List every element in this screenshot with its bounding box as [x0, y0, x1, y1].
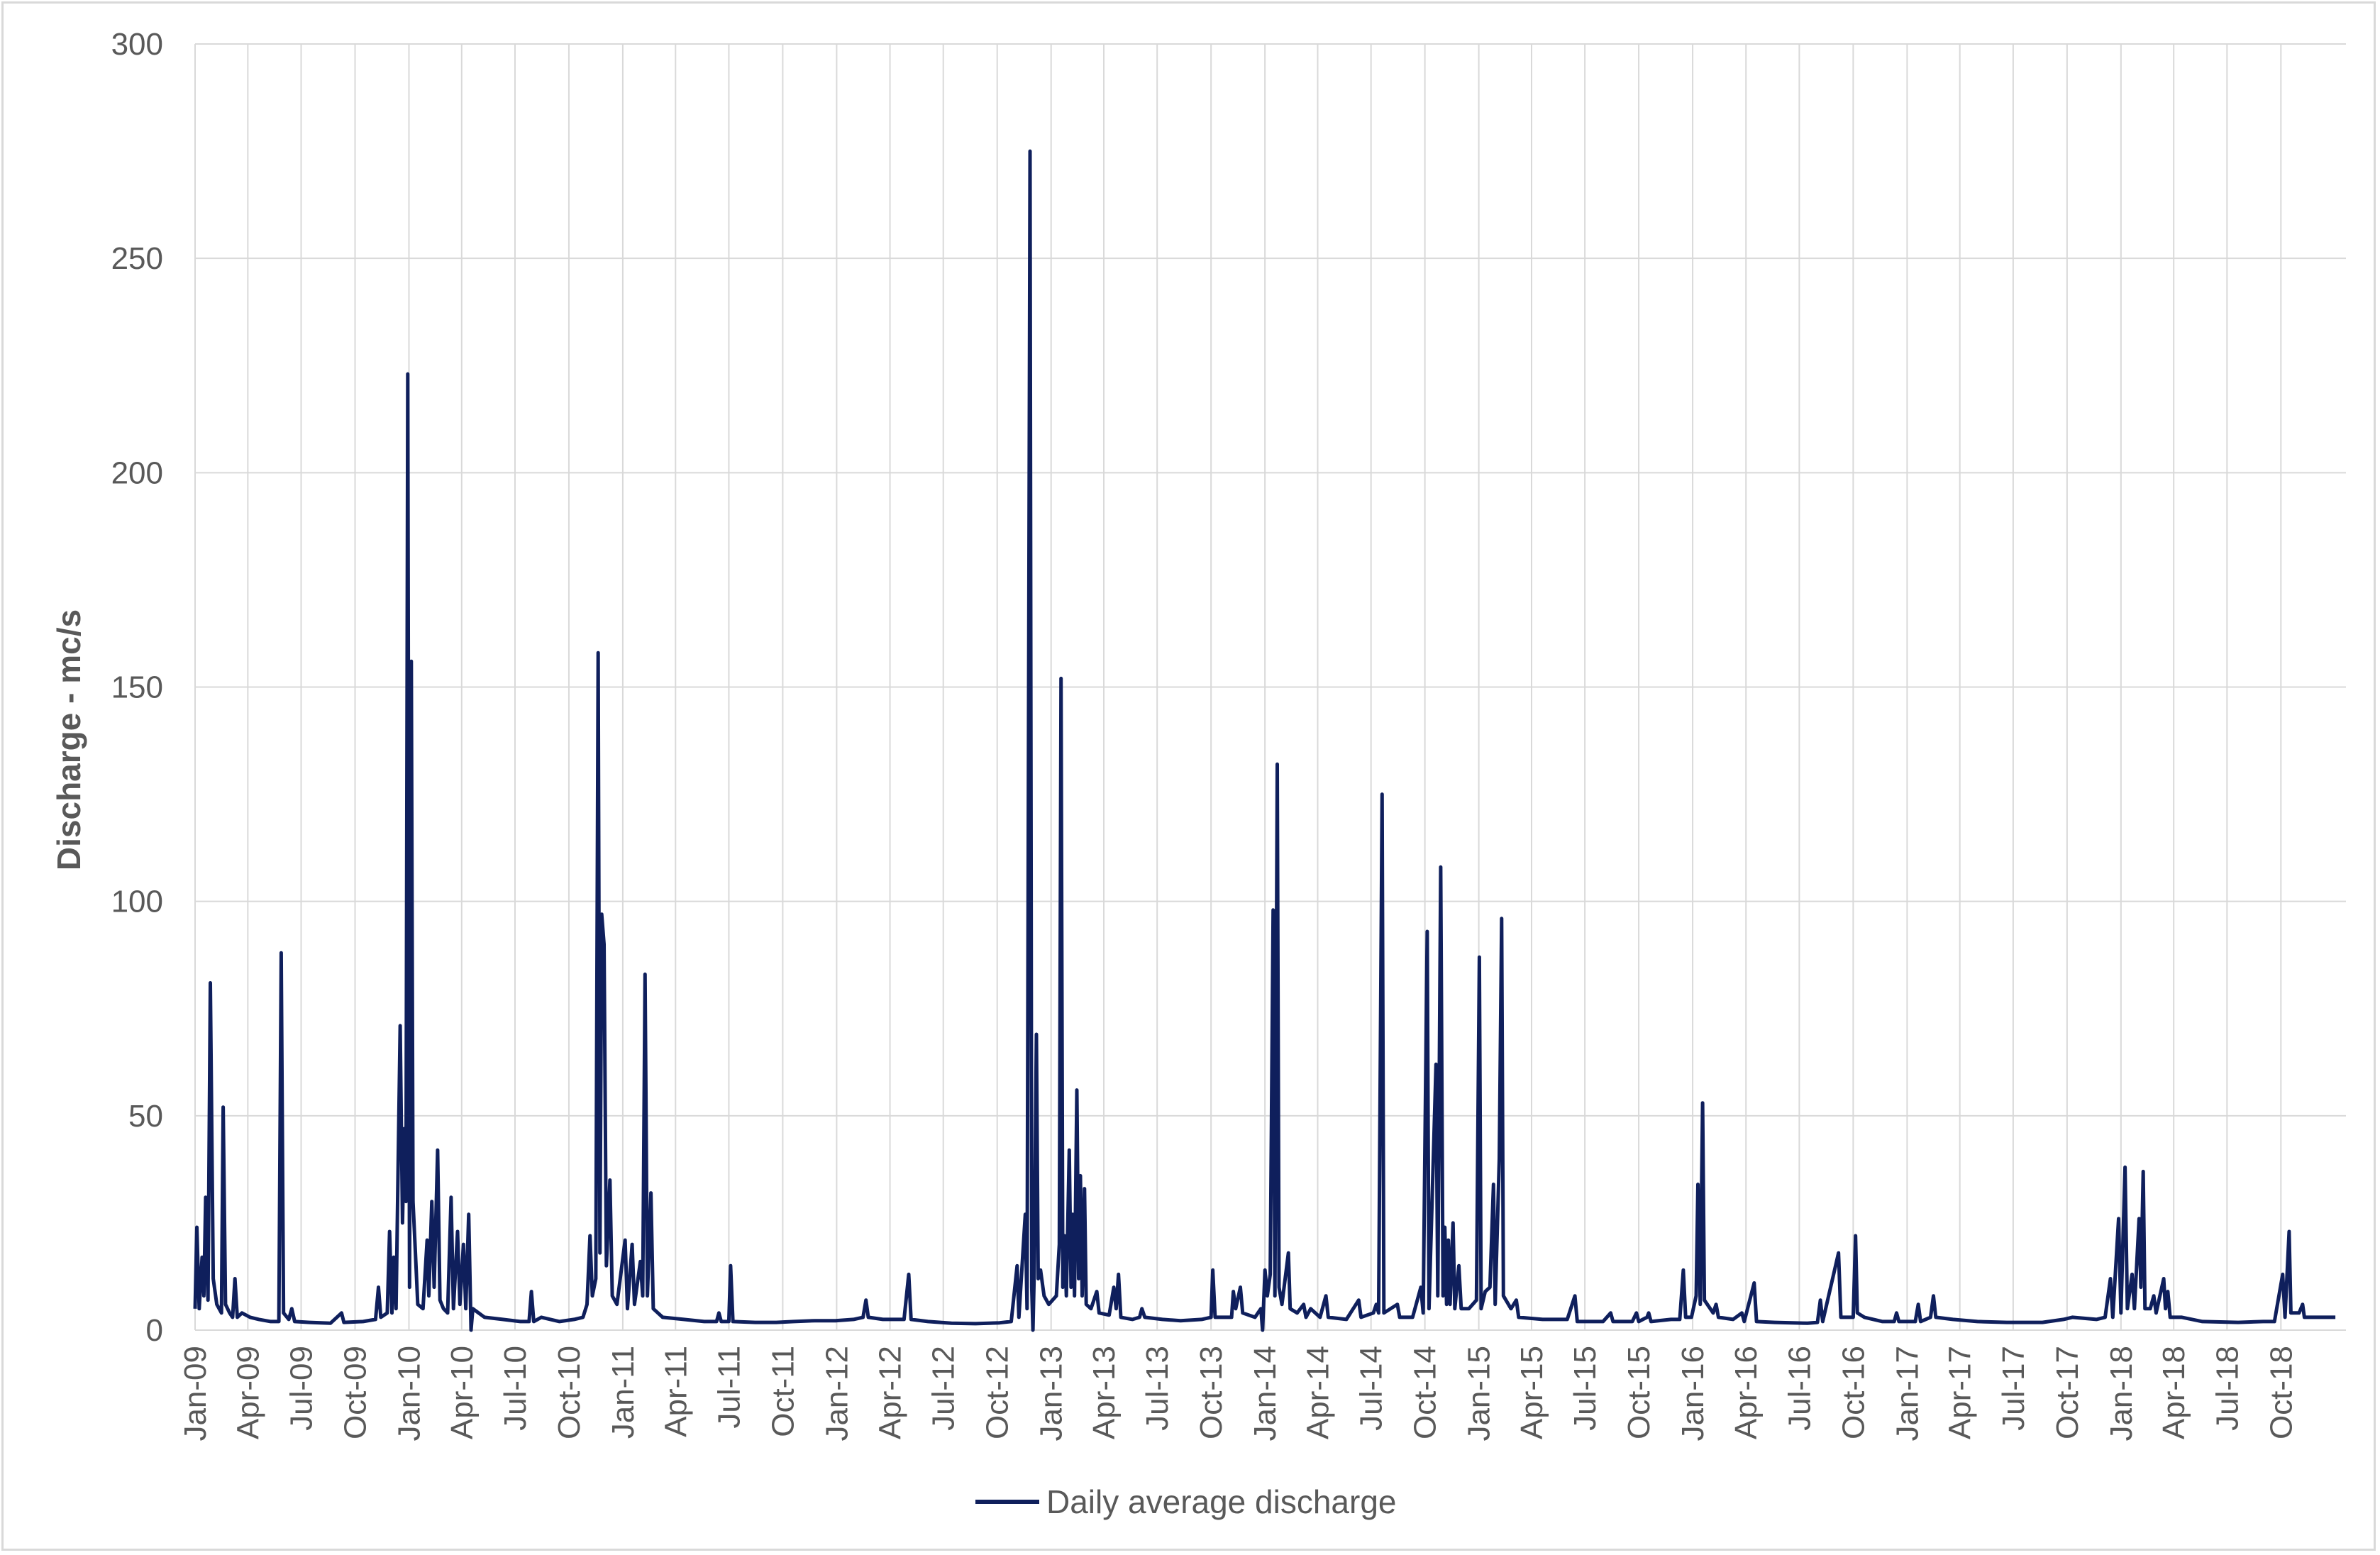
y-axis-title: Discharge - mc/s — [50, 609, 87, 870]
x-tick-label: Oct-13 — [1194, 1346, 1229, 1439]
x-tick-label: Oct-15 — [1622, 1346, 1656, 1439]
x-tick-label: Oct-17 — [2050, 1346, 2085, 1439]
x-tick-label: Apr-11 — [658, 1346, 693, 1437]
x-tick-label: Oct-11 — [765, 1346, 800, 1437]
x-tick-label: Jan-16 — [1676, 1346, 1710, 1441]
x-tick-label: Apr-14 — [1300, 1346, 1335, 1439]
x-tick-label: Oct-09 — [338, 1346, 372, 1439]
y-tick-label: 0 — [146, 1313, 163, 1348]
y-tick-label: 200 — [111, 455, 163, 490]
x-tick-label: Apr-13 — [1087, 1346, 1122, 1439]
x-tick-label: Jul-14 — [1354, 1346, 1389, 1431]
x-tick-label: Jul-16 — [1782, 1346, 1817, 1431]
x-tick-label: Jul-10 — [498, 1346, 533, 1431]
x-tick-label: Jan-12 — [819, 1346, 854, 1441]
x-tick-label: Apr-09 — [231, 1346, 265, 1439]
y-tick-label: 250 — [111, 241, 163, 276]
x-tick-label: Jan-14 — [1248, 1346, 1283, 1441]
x-tick-label: Jul-17 — [1996, 1346, 2031, 1431]
x-tick-label: Jan-17 — [1890, 1346, 1925, 1441]
x-tick-label: Jan-13 — [1034, 1346, 1069, 1441]
x-tick-label: Jul-11 — [712, 1346, 746, 1429]
x-tick-label: Oct-18 — [2264, 1346, 2298, 1439]
x-tick-label: Apr-16 — [1729, 1346, 1764, 1439]
y-tick-label: 300 — [111, 27, 163, 62]
x-tick-label: Jul-09 — [284, 1346, 319, 1431]
x-tick-label: Jan-09 — [178, 1346, 213, 1441]
y-tick-labels: 0 50 100 150 200 250 300 — [111, 27, 163, 1348]
x-tick-label: Oct-14 — [1408, 1346, 1443, 1439]
x-tick-label: Jul-15 — [1568, 1346, 1603, 1431]
x-tick-label: Apr-17 — [1943, 1346, 1978, 1439]
x-tick-label: Oct-16 — [1836, 1346, 1871, 1439]
y-tick-label: 100 — [111, 885, 163, 919]
x-tick-label: Apr-12 — [873, 1346, 908, 1439]
y-tick-label: 150 — [111, 670, 163, 705]
grid-layer — [194, 43, 2346, 1331]
legend: Daily average discharge — [975, 1483, 1397, 1520]
series-line-daily-average-discharge — [193, 149, 2336, 1332]
x-tick-label: Oct-10 — [552, 1346, 587, 1439]
x-tick-label: Apr-15 — [1515, 1346, 1549, 1439]
x-tick-label: Jan-15 — [1462, 1346, 1497, 1441]
x-tick-label: Apr-18 — [2157, 1346, 2191, 1439]
x-tick-label: Jan-10 — [392, 1346, 426, 1441]
chart-svg: 0 50 100 150 200 250 300 Jan-09 Apr-09 Jul-09 Oct… — [50, 27, 2346, 1520]
legend-label-daily-average-discharge: Daily average discharge — [1046, 1483, 1397, 1520]
x-tick-label: Apr-10 — [445, 1346, 480, 1439]
x-tick-label: Jan-11 — [606, 1346, 641, 1439]
series-layer — [193, 149, 2336, 1332]
x-tick-label: Jul-13 — [1140, 1346, 1175, 1431]
x-tick-labels: Jan-09 Apr-09 Jul-09 Oct-09 Jan-10 Apr-10 Jul-… — [178, 1346, 2298, 1441]
x-tick-label: Jul-12 — [926, 1346, 961, 1431]
x-tick-label: Jul-18 — [2210, 1346, 2245, 1431]
x-tick-label: Oct-12 — [980, 1346, 1015, 1439]
x-tick-label: Jan-18 — [2104, 1346, 2139, 1441]
y-tick-label: 50 — [128, 1099, 163, 1134]
